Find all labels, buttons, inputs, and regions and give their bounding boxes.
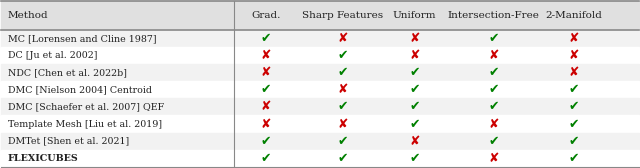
Text: Method: Method [8,11,49,20]
Text: DC [Ju et al. 2002]: DC [Ju et al. 2002] [8,51,97,60]
Text: ✘: ✘ [488,49,499,62]
Bar [1,30,639,47]
Text: ✔: ✔ [409,83,420,96]
Text: ✔: ✔ [568,100,579,113]
Text: ✔: ✔ [260,135,271,148]
Text: Grad.: Grad. [251,11,280,20]
Text: Template Mesh [Liu et al. 2019]: Template Mesh [Liu et al. 2019] [8,119,162,129]
Text: DMC [Schaefer et al. 2007] QEF: DMC [Schaefer et al. 2007] QEF [8,102,164,112]
Text: ✔: ✔ [568,152,579,165]
Bar [1,133,639,150]
Text: DMTet [Shen et al. 2021]: DMTet [Shen et al. 2021] [8,137,129,145]
Text: ✔: ✔ [337,152,348,165]
Text: ✘: ✘ [260,49,271,62]
Text: DMC [Nielson 2004] Centroid: DMC [Nielson 2004] Centroid [8,86,152,94]
Text: ✔: ✔ [488,135,499,148]
Bar [1,150,639,167]
Text: ✔: ✔ [409,100,420,113]
Text: ✘: ✘ [409,32,420,45]
Text: FLEXICUBES: FLEXICUBES [8,154,79,163]
Bar [1,81,639,98]
Text: ✘: ✘ [488,152,499,165]
Text: ✘: ✘ [337,32,348,45]
Text: ✔: ✔ [337,66,348,79]
Text: ✘: ✘ [488,117,499,131]
Text: ✘: ✘ [568,49,579,62]
Text: ✔: ✔ [409,66,420,79]
Text: Intersection-Free: Intersection-Free [447,11,540,20]
Text: ✘: ✘ [568,32,579,45]
Text: ✘: ✘ [568,66,579,79]
Text: ✔: ✔ [488,32,499,45]
Bar [1,1,639,30]
Text: ✘: ✘ [409,135,420,148]
Text: 2-Manifold: 2-Manifold [545,11,602,20]
Text: ✘: ✘ [337,83,348,96]
Text: NDC [Chen et al. 2022b]: NDC [Chen et al. 2022b] [8,68,127,77]
Text: ✔: ✔ [488,66,499,79]
Bar [1,64,639,81]
Text: Sharp Features: Sharp Features [301,11,383,20]
Text: MC [Lorensen and Cline 1987]: MC [Lorensen and Cline 1987] [8,34,156,43]
Text: ✘: ✘ [337,117,348,131]
Text: ✔: ✔ [260,32,271,45]
Bar [1,47,639,64]
Text: ✘: ✘ [409,49,420,62]
Text: ✘: ✘ [260,117,271,131]
Text: ✔: ✔ [568,83,579,96]
Text: ✔: ✔ [409,152,420,165]
Text: ✔: ✔ [337,100,348,113]
Text: ✘: ✘ [260,100,271,113]
Text: ✔: ✔ [337,49,348,62]
Text: Uniform: Uniform [392,11,436,20]
Text: ✔: ✔ [409,117,420,131]
Text: ✔: ✔ [488,100,499,113]
Bar [1,115,639,133]
Text: ✔: ✔ [260,83,271,96]
Text: ✔: ✔ [488,83,499,96]
Text: ✔: ✔ [568,117,579,131]
Text: ✔: ✔ [260,152,271,165]
Text: ✔: ✔ [568,135,579,148]
Text: ✔: ✔ [337,135,348,148]
Text: ✘: ✘ [260,66,271,79]
Bar [1,98,639,115]
